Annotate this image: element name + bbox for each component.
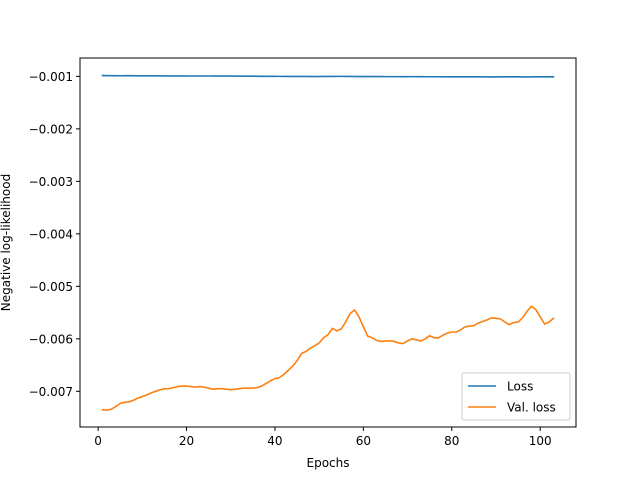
y-axis: −0.007 −0.006 −0.005 −0.004 −0.003 −0.002 −0.0… <box>29 70 80 399</box>
x-tick-label: 40 <box>267 434 282 448</box>
x-tick-label: 80 <box>444 434 459 448</box>
plot-frame <box>79 57 577 428</box>
x-axis-label: Epochs <box>307 456 350 470</box>
y-tick-label: −0.003 <box>29 175 73 189</box>
y-tick-label: −0.001 <box>29 70 73 84</box>
x-tick-label: 20 <box>179 434 194 448</box>
legend: Loss Val. loss <box>461 372 571 421</box>
series-line-loss <box>101 74 555 78</box>
x-tick-label: 60 <box>356 434 371 448</box>
x-axis: 0 20 40 60 80 100 <box>94 427 552 448</box>
y-tick-label: −0.004 <box>29 227 73 241</box>
plot-background <box>80 58 576 427</box>
x-tick-label: 0 <box>94 434 102 448</box>
legend-box <box>461 372 571 421</box>
y-tick-label: −0.005 <box>29 280 73 294</box>
legend-label-val-loss: Val. loss <box>507 401 556 415</box>
series-layer <box>101 74 555 412</box>
y-axis-label: Negative log-likelihood <box>0 174 13 311</box>
y-tick-label: −0.006 <box>29 332 73 346</box>
y-tick-label: −0.002 <box>29 122 73 136</box>
y-tick-label: −0.007 <box>29 385 73 399</box>
legend-label-loss: Loss <box>507 380 533 394</box>
x-tick-label: 100 <box>529 434 552 448</box>
series-line-val-loss <box>101 305 555 412</box>
